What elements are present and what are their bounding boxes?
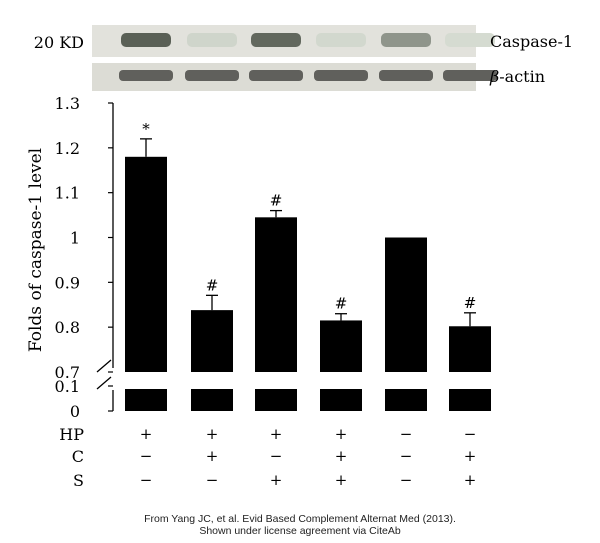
treatment-sign: + bbox=[206, 447, 219, 465]
y-tick-label: 0.7 bbox=[55, 363, 80, 382]
actin-band bbox=[379, 70, 433, 81]
actin-bands bbox=[119, 70, 497, 81]
treatment-sign: − bbox=[400, 425, 413, 443]
caspase-band bbox=[121, 33, 171, 47]
treatment-sign: + bbox=[206, 425, 219, 443]
actin-suffix: -actin bbox=[499, 67, 545, 86]
y-tick-label: 1.2 bbox=[55, 139, 80, 158]
bar-upper bbox=[385, 237, 427, 372]
treatment-row-label: HP bbox=[59, 425, 84, 444]
bar-lower bbox=[125, 389, 167, 411]
y-axis-label: Folds of caspase-1 level bbox=[26, 148, 46, 352]
bar-lower bbox=[449, 389, 491, 411]
bar-upper bbox=[255, 217, 297, 372]
y-tick-label: 1.1 bbox=[55, 184, 80, 203]
caption-line-2: Shown under license agreement via CiteAb bbox=[199, 525, 401, 537]
caspase-row-label: Caspase-1 bbox=[490, 32, 573, 51]
significance-mark: * bbox=[142, 120, 150, 138]
caspase-band bbox=[316, 33, 366, 47]
y-tick-label: 1.3 bbox=[55, 94, 80, 113]
caption-line-1: From Yang JC, et al. Evid Based Compleme… bbox=[144, 513, 456, 525]
treatment-row-label: C bbox=[72, 447, 84, 466]
treatment-sign: + bbox=[270, 471, 283, 489]
treatment-table: HP + + + + − − C − + − + − + S − − + + − + bbox=[59, 425, 476, 490]
western-blot: 20 KD Caspase-1 β-actin bbox=[34, 25, 573, 91]
treatment-sign: + bbox=[335, 471, 348, 489]
y-tick-label: 0.8 bbox=[55, 318, 80, 337]
treatment-sign: − bbox=[140, 447, 153, 465]
significance-mark: # bbox=[335, 295, 348, 313]
bar-lower bbox=[385, 389, 427, 411]
treatment-sign: + bbox=[140, 425, 153, 443]
treatment-sign: − bbox=[206, 471, 219, 489]
bar-upper bbox=[320, 320, 362, 372]
treatment-sign: + bbox=[270, 425, 283, 443]
significance-mark: # bbox=[464, 294, 477, 312]
y-axis: 0.7 0.8 0.9 1 1.1 1.2 1.3 0 0.1 bbox=[55, 94, 114, 421]
actin-band bbox=[119, 70, 173, 81]
caspase-band bbox=[445, 33, 495, 47]
y-tick-label: 0.9 bbox=[55, 273, 80, 292]
figure-caption: From Yang JC, et al. Evid Based Compleme… bbox=[0, 513, 600, 537]
y-tick-label: 0.1 bbox=[55, 377, 80, 396]
caspase-band bbox=[381, 33, 431, 47]
treatment-sign: − bbox=[140, 471, 153, 489]
actin-band bbox=[249, 70, 303, 81]
actin-band bbox=[314, 70, 368, 81]
caspase-bands bbox=[121, 33, 495, 47]
bar-lower bbox=[255, 389, 297, 411]
bars: * # # # # bbox=[125, 120, 491, 411]
bar-upper bbox=[125, 156, 167, 372]
bar-upper bbox=[449, 326, 491, 372]
treatment-sign: + bbox=[464, 447, 477, 465]
treatment-sign: − bbox=[400, 471, 413, 489]
actin-row-label: β-actin bbox=[489, 67, 545, 86]
treatment-sign: − bbox=[464, 425, 477, 443]
bar-lower bbox=[191, 389, 233, 411]
actin-band bbox=[185, 70, 239, 81]
treatment-row-label: S bbox=[73, 471, 84, 490]
treatment-sign: − bbox=[400, 447, 413, 465]
y-tick-label: 1 bbox=[70, 229, 80, 248]
treatment-sign: + bbox=[335, 447, 348, 465]
y-tick-label: 0 bbox=[70, 402, 80, 421]
caspase-band bbox=[251, 33, 301, 47]
significance-mark: # bbox=[270, 192, 283, 210]
treatment-sign: − bbox=[270, 447, 283, 465]
axis-break-mark bbox=[96, 359, 112, 390]
treatment-sign: + bbox=[464, 471, 477, 489]
significance-mark: # bbox=[206, 276, 219, 294]
bar-lower bbox=[320, 389, 362, 411]
caspase-band bbox=[187, 33, 237, 47]
actin-band bbox=[443, 70, 497, 81]
treatment-sign: + bbox=[335, 425, 348, 443]
bar-upper bbox=[191, 310, 233, 372]
beta-symbol: β bbox=[489, 67, 499, 86]
blot-marker-label: 20 KD bbox=[34, 33, 84, 52]
